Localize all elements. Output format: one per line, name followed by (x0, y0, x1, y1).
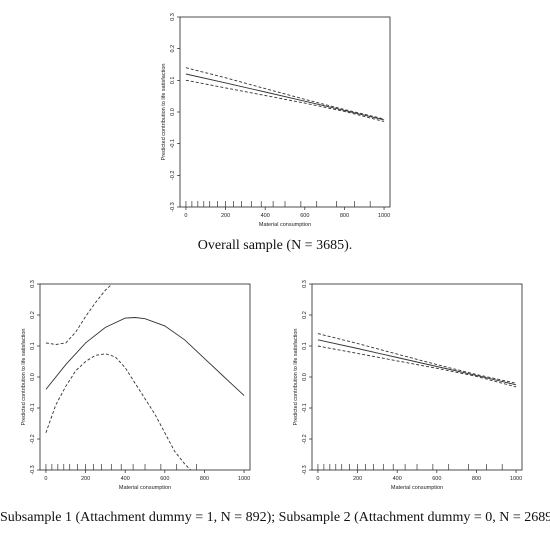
y-tick-label: -0.1 (302, 403, 308, 412)
estimate-line (45, 317, 245, 396)
y-tick-label: -0.1 (170, 139, 176, 148)
confidence-band-line (45, 353, 191, 470)
x-tick-label: 400 (261, 213, 270, 219)
y-tick-label: 0.3 (170, 13, 176, 21)
y-tick-label: 0.1 (30, 342, 36, 350)
y-tick-label: -0.3 (30, 465, 36, 474)
y-tick-label: 0.3 (30, 280, 36, 288)
plot-frame (179, 16, 391, 208)
chart-panel-subsample-2: -0.3 -0.2 -0.1 0.0 0.1 0.2 0.3 0 200 400 600 800 100… (293, 280, 523, 491)
x-tick-label: 600 (160, 476, 169, 482)
y-tick-label: 0.1 (302, 342, 308, 350)
estimate-line (185, 73, 385, 121)
caption-subsamples: Subsample 1 (Attachment dummy = 1, N = 8… (0, 510, 550, 525)
y-tick-label: 0.2 (170, 45, 176, 53)
y-tick-label: -0.2 (302, 434, 308, 443)
x-tick-label: 800 (340, 213, 349, 219)
x-tick-label: 800 (200, 476, 209, 482)
y-tick-label: 0.0 (302, 373, 308, 381)
x-axis-label: Material consumption (259, 222, 311, 228)
plot-frame (311, 283, 523, 471)
chart-panel-overall: -0.3 -0.2 -0.1 0.0 0.1 0.2 0.3 0 200 400 600 800 100… (161, 13, 391, 228)
x-tick-label: 1000 (378, 213, 390, 219)
y-tick-label: 0.2 (30, 311, 36, 319)
x-axis-label: Material consumption (391, 485, 443, 491)
y-tick-label: -0.3 (302, 465, 308, 474)
y-tick-label: 0.3 (302, 280, 308, 288)
x-tick-label: 1000 (510, 476, 522, 482)
y-tick-label: 0.0 (30, 373, 36, 381)
y-axis-label: Predicted contribution to life satisfact… (293, 329, 299, 426)
x-tick-label: 0 (184, 213, 187, 219)
x-axis-label: Material consumption (119, 485, 171, 491)
y-tick-label: -0.2 (30, 434, 36, 443)
y-tick-label: 0.1 (170, 77, 176, 85)
y-tick-label: -0.2 (170, 171, 176, 180)
y-tick-label: 0.0 (170, 108, 176, 116)
y-axis-label: Predicted contribution to life satisfact… (161, 64, 167, 161)
confidence-band-line (185, 79, 385, 122)
confidence-band-line (317, 333, 517, 384)
x-tick-label: 200 (353, 476, 362, 482)
x-tick-label: 200 (221, 213, 230, 219)
confidence-band-line (185, 67, 385, 120)
x-tick-label: 1000 (238, 476, 250, 482)
x-tick-label: 0 (44, 476, 47, 482)
x-tick-label: 800 (472, 476, 481, 482)
x-tick-label: 600 (300, 213, 309, 219)
y-tick-label: -0.1 (30, 403, 36, 412)
x-tick-label: 600 (432, 476, 441, 482)
estimate-line (317, 339, 517, 386)
caption-overall: Overall sample (N = 3685). (197, 238, 353, 253)
x-tick-label: 0 (316, 476, 319, 482)
x-tick-label: 400 (393, 476, 402, 482)
x-tick-label: 200 (81, 476, 90, 482)
y-axis-label: Predicted contribution to life satisfact… (21, 329, 27, 426)
confidence-band-line (45, 284, 113, 345)
y-tick-label: -0.3 (170, 202, 176, 211)
confidence-band-line (317, 345, 517, 388)
chart-panel-subsample-1: -0.3 -0.2 -0.1 0.0 0.1 0.2 0.3 0 200 400 600 800 100… (21, 280, 251, 491)
y-tick-label: 0.2 (302, 311, 308, 319)
x-tick-label: 400 (121, 476, 130, 482)
